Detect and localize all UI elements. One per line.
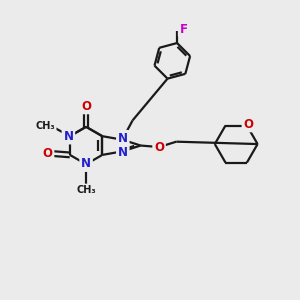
- Text: N: N: [118, 146, 128, 159]
- Text: N: N: [81, 157, 91, 170]
- Text: O: O: [81, 100, 91, 112]
- Text: N: N: [63, 130, 74, 143]
- Text: O: O: [243, 118, 254, 130]
- Text: CH₃: CH₃: [35, 121, 55, 131]
- Text: CH₃: CH₃: [76, 185, 96, 195]
- Text: N: N: [118, 132, 128, 145]
- Text: O: O: [154, 141, 164, 154]
- Text: F: F: [180, 22, 188, 36]
- Text: O: O: [43, 147, 52, 160]
